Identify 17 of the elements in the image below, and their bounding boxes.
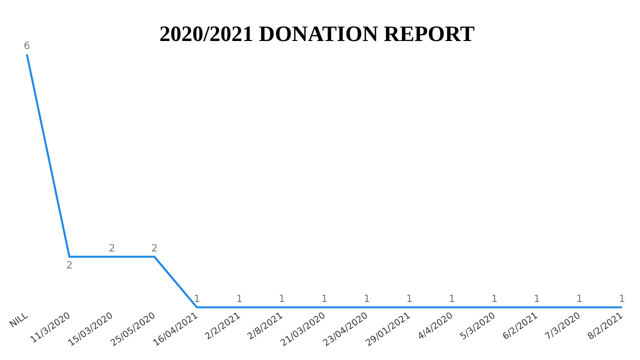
data-label: 1: [491, 294, 498, 305]
data-label: 1: [534, 294, 540, 305]
data-label: 2: [66, 260, 73, 272]
chart-title: 2020/2021 DONATION REPORT: [159, 20, 476, 46]
data-label: 1: [236, 294, 243, 305]
data-label: 1: [278, 294, 286, 305]
data-label: 1: [321, 294, 328, 305]
data-label: 1: [364, 294, 370, 305]
data-label: 2: [151, 243, 158, 254]
data-label: 1: [194, 294, 200, 305]
data-label: 1: [448, 294, 456, 305]
data-label: 1: [576, 294, 583, 305]
data-label: 6: [24, 40, 30, 52]
data-label: 1: [618, 294, 626, 305]
data-label: 2: [108, 243, 116, 254]
data-label: 1: [406, 294, 413, 305]
x-tick-label: NILL: [8, 311, 30, 330]
